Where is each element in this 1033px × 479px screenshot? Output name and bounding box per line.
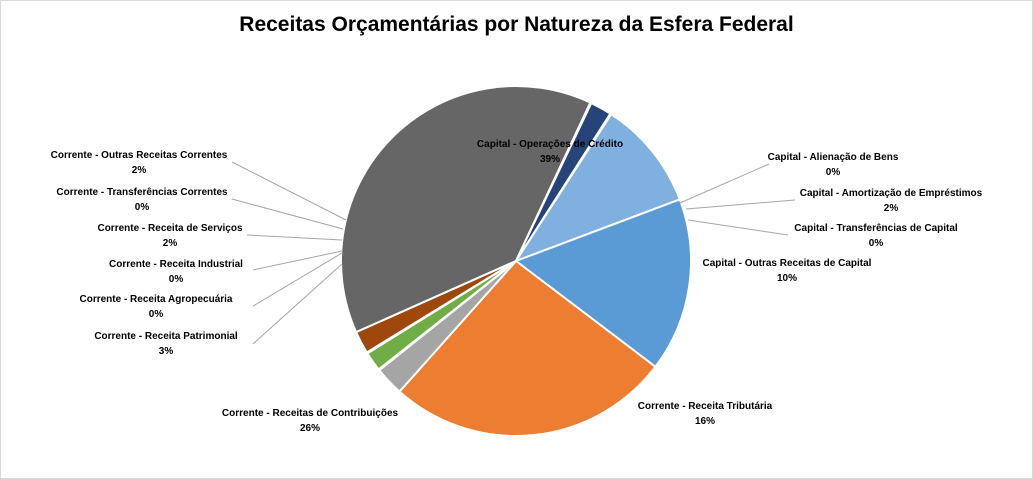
pie-slice [340,85,592,334]
slice-percent-label: 0% [135,202,150,213]
leader-line [246,234,343,241]
slice-label: Corrente - Receita Industrial [109,259,243,270]
slice-label: Corrente - Receita Agropecuária [79,294,232,305]
slice-percent-label: 10% [777,273,797,284]
slice-label: Corrente - Transferências Correntes [56,187,228,198]
slice-label: Corrente - Outras Receitas Correntes [51,150,228,161]
leader-line [231,161,347,221]
slice-percent-label: 3% [159,346,174,357]
leader-line [252,252,343,307]
pie-slice [513,198,692,369]
leader-line [679,163,770,204]
slice-percent-label: 0% [826,167,841,178]
slice-percent-label: 0% [149,309,164,320]
slice-percent-label: 16% [695,416,715,427]
slice-label: Corrente - Receita Tributária [638,401,773,412]
slice-percent-label: 0% [169,274,184,285]
slice-label: Capital - Alienação de Bens [768,152,899,163]
slice-percent-label: 0% [869,238,884,249]
slice-percent-label: 39% [540,154,560,165]
pie-slice [398,259,657,437]
slice-label: Capital - Operações de Crédito [477,139,623,150]
slice-percent-label: 2% [884,203,899,214]
slice-percent-label: 26% [300,423,320,434]
leader-line [685,199,796,210]
pie-slice [354,260,517,354]
leader-line [252,250,343,271]
slice-label: Corrente - Receita de Serviços [97,223,242,234]
slice-percent-label: 2% [163,238,178,249]
pie-slice [513,112,682,264]
slice-percent-label: 2% [132,165,147,176]
slice-label: Capital - Outras Receitas de Capital [703,258,872,269]
chart-title: Receitas Orçamentárias por Natureza da E… [239,13,794,36]
leader-line [252,263,343,345]
slice-label: Capital - Transferências de Capital [794,223,958,234]
leader-line [687,219,789,236]
slice-label: Capital - Amortização de Empréstimos [800,188,983,199]
slice-label: Corrente - Receita Patrimonial [94,331,238,342]
slice-label: Corrente - Receitas de Contribuições [222,408,399,419]
leader-line [231,198,344,230]
